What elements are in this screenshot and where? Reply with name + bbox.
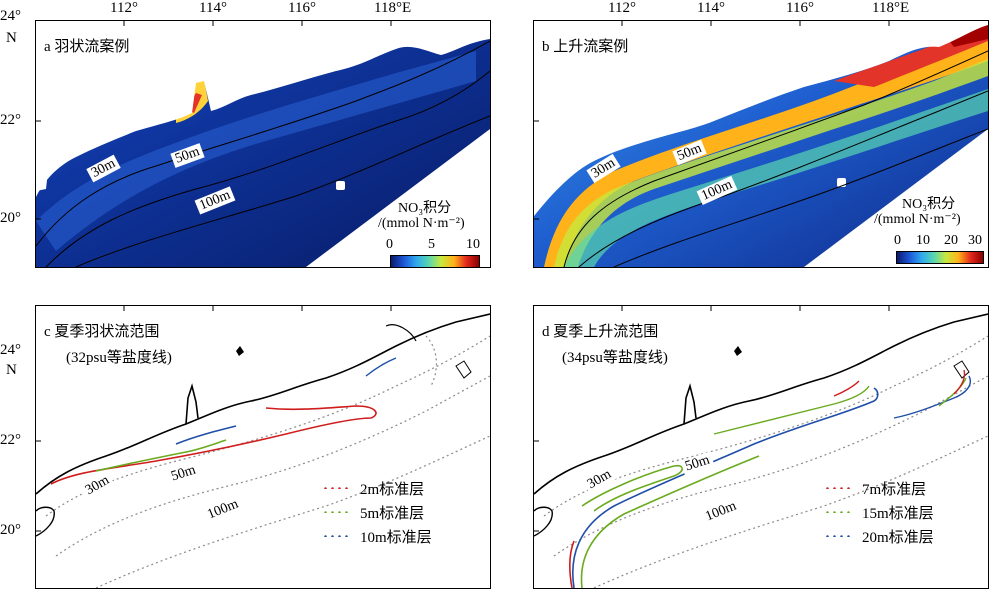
panel-b-cbar-tick-20: 20 xyxy=(944,233,958,248)
lon-tick-116-a: 116° xyxy=(288,0,316,16)
lat-tick-22-a: 22° xyxy=(0,112,21,128)
lon-tick-112-b: 112° xyxy=(608,0,636,16)
lon-tick-114-a: 114° xyxy=(199,0,227,16)
legend-swatch-20m xyxy=(824,535,850,537)
lat-tick-20-c: 20° xyxy=(0,522,21,538)
lon-tick-114-b: 114° xyxy=(697,0,725,16)
panel-a-cbar-tick-0: 0 xyxy=(386,237,393,252)
legend-swatch-5m xyxy=(322,511,348,513)
panel-b-cbar-tick-0: 0 xyxy=(894,233,901,248)
lat-tick-20-a: 20° xyxy=(0,210,21,226)
panel-a-cbar-tick-10: 10 xyxy=(466,237,480,252)
panel-b-cbar-unit: /(mmol N·m⁻²) xyxy=(874,212,961,227)
panel-c-subtitle: (32psu等盐度线) xyxy=(66,350,172,366)
panel-d-legend: 7m标准层 15m标准层 20m标准层 xyxy=(824,476,934,548)
lat-tick-22-c: 22° xyxy=(0,432,21,448)
panel-b-colorbar xyxy=(896,251,984,264)
panel-a-colorbar xyxy=(390,255,480,267)
legend-item-15m: 15m标准层 xyxy=(824,500,934,524)
panel-d-subtitle: (34psu等盐度线) xyxy=(562,350,668,366)
panel-c-title: c 夏季羽状流范围 xyxy=(44,324,160,340)
lat-tick-24-a: 24° xyxy=(0,8,21,24)
panel-a-cbar-title: NO₃积分 xyxy=(398,201,452,216)
lon-tick-118-b: 118°E xyxy=(872,0,910,16)
panel-a-plume-case: a 羽状流案例 30m 50m 100m NO₃积分 /(mmol N·m⁻²)… xyxy=(35,20,491,268)
lat-tick-24-c: 24° xyxy=(0,342,21,358)
legend-label-15m: 15m标准层 xyxy=(862,505,934,522)
legend-item-2m: 2m标准层 xyxy=(322,476,432,500)
lon-tick-112-a: 112° xyxy=(110,0,138,16)
panel-a-title: a 羽状流案例 xyxy=(44,39,130,55)
north-label-a: N xyxy=(6,30,17,46)
legend-item-20m: 20m标准层 xyxy=(824,524,934,548)
panel-b-map xyxy=(534,21,988,267)
north-label-c: N xyxy=(6,362,17,378)
legend-label-7m: 7m标准层 xyxy=(862,481,927,498)
legend-label-10m: 10m标准层 xyxy=(360,529,432,546)
panel-d-title: d 夏季上升流范围 xyxy=(542,324,659,340)
lon-tick-118-a: 118°E xyxy=(374,0,412,16)
legend-swatch-2m xyxy=(322,487,348,489)
panel-b-upwelling-case: b 上升流案例 30m 50m 100m NO₃积分 /(mmol N·m⁻²)… xyxy=(533,20,989,268)
panel-c-plume-extent: c 夏季羽状流范围 (32psu等盐度线) 30m 50m 100m 2m标准层… xyxy=(35,305,491,589)
legend-label-20m: 20m标准层 xyxy=(862,529,934,546)
panel-b-cbar-title: NO₃积分 xyxy=(902,197,956,212)
legend-item-7m: 7m标准层 xyxy=(824,476,934,500)
panel-b-title: b 上升流案例 xyxy=(542,39,629,55)
legend-swatch-7m xyxy=(824,487,850,489)
panel-a-map xyxy=(36,21,490,267)
panel-d-upwelling-extent: d 夏季上升流范围 (34psu等盐度线) 30m 50m 100m 7m标准层… xyxy=(533,305,989,589)
panel-b-cbar-tick-30: 30 xyxy=(968,233,982,248)
panel-c-map xyxy=(36,313,490,588)
legend-swatch-15m xyxy=(824,511,850,513)
panel-a-cbar-tick-5: 5 xyxy=(428,237,435,252)
legend-item-10m: 10m标准层 xyxy=(322,524,432,548)
legend-item-5m: 5m标准层 xyxy=(322,500,432,524)
panel-c-legend: 2m标准层 5m标准层 10m标准层 xyxy=(322,476,432,548)
legend-label-5m: 5m标准层 xyxy=(360,505,425,522)
legend-label-2m: 2m标准层 xyxy=(360,481,425,498)
panel-a-cbar-unit: /(mmol N·m⁻²) xyxy=(378,216,465,231)
legend-swatch-10m xyxy=(322,535,348,537)
lon-tick-116-b: 116° xyxy=(786,0,814,16)
panel-b-cbar-tick-10: 10 xyxy=(916,233,930,248)
